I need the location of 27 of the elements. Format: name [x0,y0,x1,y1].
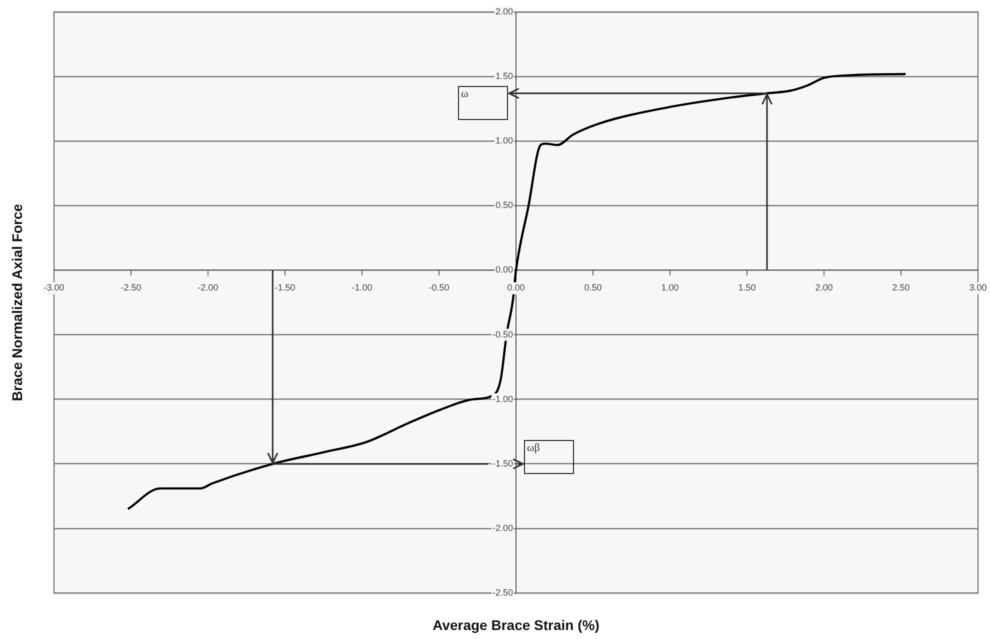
x-tick-label: 1.00 [661,282,679,293]
x-tick-label: 2.00 [815,282,833,293]
x-tick-label: 2.50 [892,282,910,293]
x-tick-label: -1.00 [352,282,372,293]
y-tick-label: -1.00 [492,394,513,404]
y-tick-label: 0.00 [495,264,513,275]
x-tick-label: -2.00 [198,282,218,293]
y-axis-title: Brace Normalized Axial Force [8,204,25,402]
y-tick-label: -1.50 [492,458,513,468]
annotation: ω [458,86,508,120]
x-tick-label: -3.00 [44,282,64,293]
x-tick-label: -1.50 [274,282,296,293]
x-tick-label: 1.50 [738,282,756,293]
y-tick-label: 0.50 [495,200,513,210]
x-axis-title: Average Brace Strain (%) [432,616,600,633]
y-tick-label: 2.00 [495,6,513,16]
x-tick-label: 0.50 [584,282,602,293]
x-tick-label: 0.00 [507,282,525,293]
x-tick-label: 3.00 [969,282,987,293]
y-tick-label: 1.50 [495,71,513,82]
x-tick-label: -2.50 [120,282,142,293]
annotation: ωβ [524,440,574,474]
y-tick-label: -0.50 [492,329,513,340]
y-tick-label: -2.00 [492,522,513,533]
y-tick-label: -2.50 [492,587,513,598]
x-tick-label: -0.50 [428,282,450,293]
y-tick-label: 1.00 [495,136,513,146]
